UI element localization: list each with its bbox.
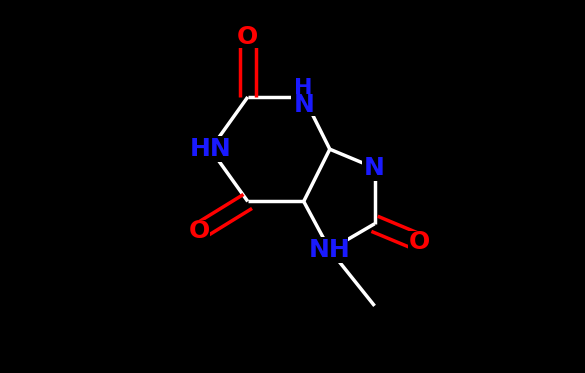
FancyBboxPatch shape: [236, 26, 259, 48]
FancyBboxPatch shape: [291, 78, 316, 116]
Text: O: O: [237, 25, 259, 49]
FancyBboxPatch shape: [188, 220, 211, 242]
Text: N: N: [364, 156, 385, 180]
FancyBboxPatch shape: [362, 155, 388, 181]
FancyBboxPatch shape: [408, 231, 431, 254]
Text: N: N: [293, 93, 314, 117]
Text: O: O: [188, 219, 210, 243]
FancyBboxPatch shape: [311, 237, 349, 263]
Text: H: H: [294, 78, 313, 98]
FancyBboxPatch shape: [192, 136, 229, 162]
Text: O: O: [409, 231, 430, 254]
Text: HN: HN: [190, 137, 231, 161]
Text: NH: NH: [309, 238, 350, 262]
